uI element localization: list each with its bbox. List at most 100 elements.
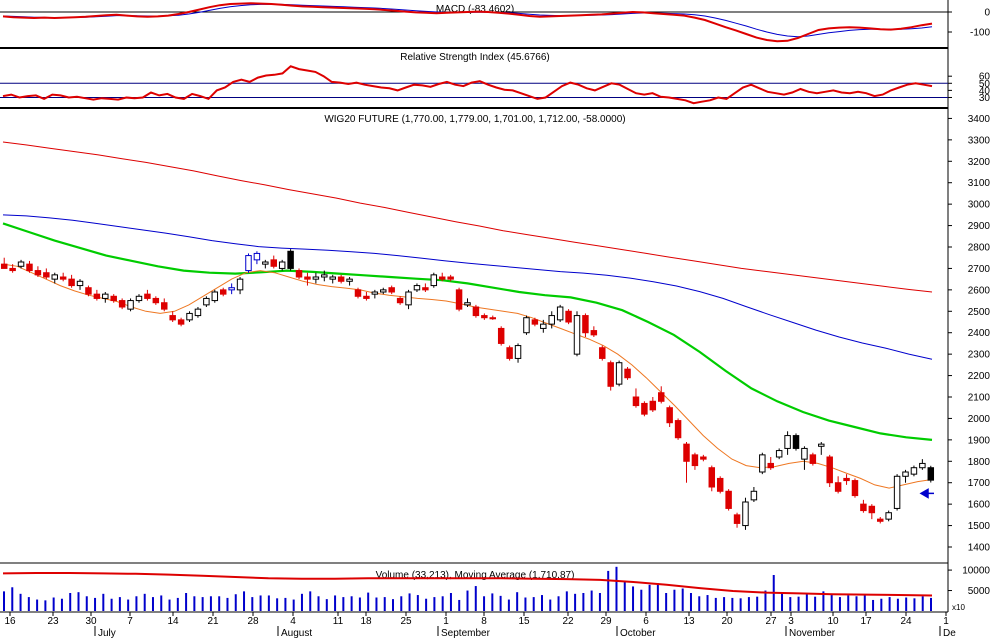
price-candle xyxy=(219,287,227,297)
price-candle xyxy=(691,452,699,470)
candle-body xyxy=(767,462,774,469)
price-candle xyxy=(396,296,404,305)
price-candle xyxy=(750,487,758,502)
price-candle xyxy=(110,294,117,303)
price-candle xyxy=(253,251,261,265)
price-tick-label: 2200 xyxy=(968,371,991,382)
x-month-label: November xyxy=(789,628,836,638)
price-tick-label: 2900 xyxy=(968,221,991,232)
x-month-label: July xyxy=(98,628,116,638)
price-candle xyxy=(716,476,724,494)
price-candle xyxy=(818,442,825,455)
x-day-label: 11 xyxy=(333,616,344,627)
macd-tick-label: 0 xyxy=(984,8,990,19)
x-day-label: 14 xyxy=(167,616,179,627)
candle-body xyxy=(834,482,842,492)
candle-body xyxy=(177,319,185,325)
price-candle xyxy=(683,442,690,483)
price-candle xyxy=(236,277,244,295)
x-day-label: 6 xyxy=(643,616,649,627)
candle-body xyxy=(93,293,101,299)
price-candle xyxy=(93,289,101,301)
candle-body xyxy=(919,462,926,469)
candle-body xyxy=(413,285,421,291)
candle-body xyxy=(135,295,143,302)
price-tick-label: 2400 xyxy=(968,328,991,339)
candle-body xyxy=(447,276,454,280)
price-candle xyxy=(447,274,454,282)
candle-body xyxy=(666,407,673,424)
rsi-tick-label: 40 xyxy=(979,86,991,97)
price-candle xyxy=(152,296,160,305)
candle-body xyxy=(68,278,75,287)
price-candle xyxy=(169,311,176,322)
price-candle xyxy=(514,343,522,363)
price-candle xyxy=(194,307,202,318)
price-candle xyxy=(287,249,294,271)
price-tick-label: 2700 xyxy=(968,264,991,275)
candle-body xyxy=(34,270,42,276)
price-candle xyxy=(438,272,446,282)
candle-body xyxy=(152,297,160,304)
volume-tick-label: 10000 xyxy=(962,566,990,577)
price-tick-label: 3300 xyxy=(968,135,991,146)
price-candle xyxy=(531,317,539,327)
x-day-label: 27 xyxy=(765,616,777,627)
x-day-label: 24 xyxy=(900,616,912,627)
candle-body xyxy=(312,276,320,280)
price-candle xyxy=(278,259,286,271)
price-candle xyxy=(346,277,353,286)
price-candle xyxy=(135,294,143,303)
price-tick-label: 2500 xyxy=(968,307,991,318)
price-candle xyxy=(792,433,800,451)
candle-body xyxy=(161,302,168,310)
macd-panel xyxy=(0,2,948,43)
rsi-tick-label: 60 xyxy=(979,72,991,83)
price-candle xyxy=(481,313,488,320)
candle-body xyxy=(691,454,699,467)
candle-body xyxy=(253,252,261,261)
price-tick-label: 1900 xyxy=(968,435,991,446)
candle-body xyxy=(540,323,547,329)
price-candle xyxy=(68,274,75,288)
plot-area-background xyxy=(0,0,948,638)
price-candle xyxy=(540,319,547,333)
price-candle xyxy=(17,259,25,269)
price-candle xyxy=(851,478,859,498)
price-candle xyxy=(228,283,235,295)
candle-body xyxy=(9,267,16,272)
candle-body xyxy=(893,475,901,509)
axes: 0-10060504030340033003200310030002900280… xyxy=(4,8,990,638)
x-day-label: 15 xyxy=(518,616,530,627)
candle-body xyxy=(674,420,682,439)
price-candle xyxy=(523,315,530,335)
price-tick-label: 1500 xyxy=(968,521,991,532)
candle-body xyxy=(708,467,716,488)
candle-body xyxy=(624,368,631,379)
price-candle xyxy=(607,360,614,391)
price-candle xyxy=(489,315,497,320)
price-candle xyxy=(506,345,513,361)
macd-title: MACD (-83.4602) xyxy=(436,4,514,15)
price-candle xyxy=(666,405,673,427)
price-tick-label: 1600 xyxy=(968,500,991,511)
candle-body xyxy=(337,276,345,282)
price-candle xyxy=(464,298,471,307)
candle-body xyxy=(725,490,732,509)
price-candle xyxy=(203,296,210,307)
price-tick-label: 1700 xyxy=(968,478,991,489)
price-candle xyxy=(430,272,438,288)
candle-body xyxy=(203,297,210,306)
candle-body xyxy=(472,306,480,317)
candle-body xyxy=(59,276,67,280)
x-day-label: 29 xyxy=(600,616,612,627)
candle-body xyxy=(43,272,50,278)
candle-body xyxy=(380,289,387,293)
price-candle xyxy=(615,360,623,387)
candle-body xyxy=(607,362,614,387)
candle-body xyxy=(632,396,640,407)
candle-body xyxy=(17,261,25,267)
candle-body xyxy=(851,480,859,497)
price-candle xyxy=(85,285,92,297)
candle-body xyxy=(649,400,657,411)
